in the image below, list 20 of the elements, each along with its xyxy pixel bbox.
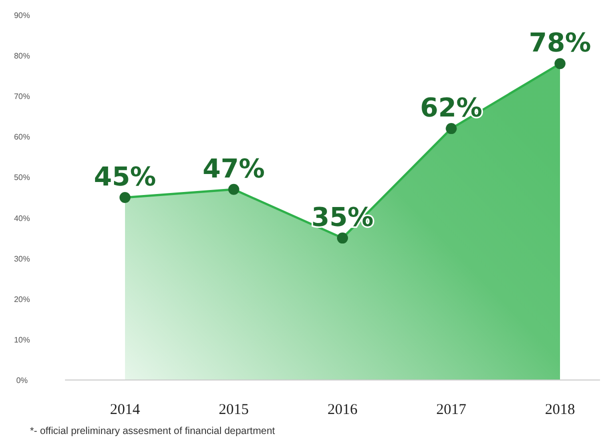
x-tick-label: 2018 (545, 402, 575, 418)
data-label: 45% (94, 162, 156, 192)
x-tick-label: 2014 (110, 402, 140, 418)
data-label: 62% (420, 94, 482, 124)
y-tick-label: 40% (14, 214, 30, 223)
y-tick-label: 30% (14, 254, 30, 264)
data-label: 47% (202, 154, 265, 184)
y-tick-label: 0% (16, 376, 28, 385)
y-tick-label: 20% (14, 294, 30, 304)
x-tick-label: 2016 (328, 402, 358, 418)
y-tick-label: 70% (14, 92, 30, 102)
y-tick-label: 60% (14, 132, 30, 142)
text: *- official preliminary assesment of financial department (30, 426, 276, 437)
x-tick-label: 2015 (218, 402, 249, 418)
x-tick-label: 2017 (436, 402, 467, 418)
y-tick-label: 50% (14, 173, 30, 182)
data-label: 78% (528, 28, 592, 59)
y-tick-label: 80% (14, 52, 30, 61)
y-tick-label: 10% (14, 335, 30, 344)
y-tick-label: 90% (14, 11, 30, 20)
